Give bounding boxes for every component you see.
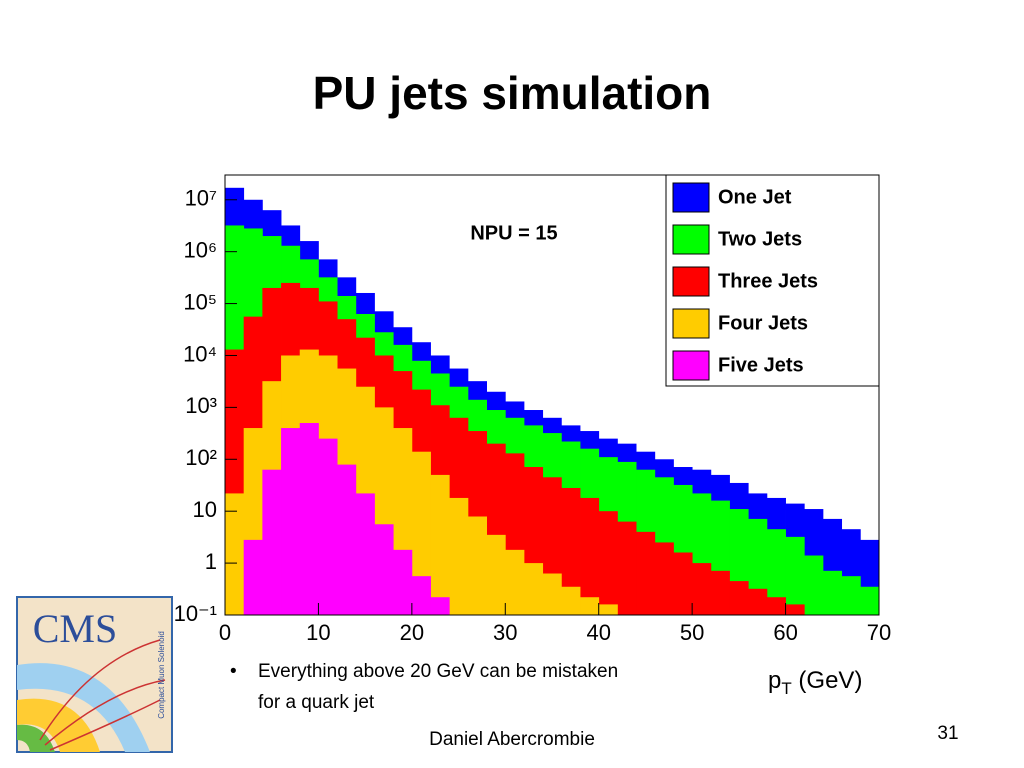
histogram-bar — [729, 581, 749, 615]
logo: CMS Compact Muon Solenoid — [16, 596, 173, 753]
histogram-bar — [785, 604, 805, 615]
histogram-bar — [636, 531, 656, 615]
histogram-bar — [654, 542, 674, 615]
plot-frame — [224, 174, 880, 616]
y-tick-label: 10⁶ — [183, 237, 217, 262]
histogram-bar — [841, 576, 861, 615]
x-label-base: p — [768, 667, 781, 694]
annotation: NPU = 15 — [470, 222, 557, 244]
x-tick-label: 20 — [400, 620, 424, 645]
page-number: 31 — [937, 723, 958, 744]
histogram-bar — [449, 497, 469, 615]
histogram-bar — [337, 464, 357, 615]
histogram-bar — [467, 516, 487, 615]
histogram-bar — [785, 536, 805, 615]
legend-swatch — [672, 182, 710, 213]
bullet-text: for a quark jet — [258, 692, 375, 713]
logo-subtext: Compact Muon Solenoid — [157, 631, 166, 719]
logo-arc — [17, 663, 150, 752]
histogram-bar — [355, 493, 375, 615]
histogram-bar — [523, 563, 544, 615]
histogram-bar — [430, 474, 450, 615]
x-tick-label: 60 — [773, 620, 797, 645]
author: Daniel Abercrombie — [429, 729, 595, 750]
histogram-bar — [225, 493, 245, 615]
histogram-bar — [542, 573, 562, 615]
y-tick-label: 10³ — [185, 393, 217, 418]
legend-label: One Jet — [718, 186, 792, 208]
legend-swatch — [672, 266, 710, 297]
x-tick-label: 30 — [493, 620, 517, 645]
histogram-bar — [673, 552, 693, 615]
x-tick-label: 10 — [306, 620, 330, 645]
histogram-bar — [411, 451, 431, 615]
logo-tracks — [39, 639, 166, 751]
histogram-bar — [243, 539, 263, 615]
y-tick-label: 10 — [193, 497, 217, 522]
legend-label: Three Jets — [718, 270, 818, 292]
y-tick-label: 10⁻¹ — [174, 601, 217, 626]
legend-label: Four Jets — [718, 312, 808, 334]
histogram-bar — [804, 555, 824, 615]
x-tick-label: 70 — [867, 620, 891, 645]
histogram-bar — [766, 529, 786, 615]
x-tick-label: 50 — [680, 620, 704, 645]
legend-label: Two Jets — [718, 228, 802, 250]
histogram-bar — [318, 438, 338, 615]
legend-swatch — [672, 308, 710, 339]
histogram-bar — [486, 534, 506, 615]
histogram-bar — [580, 497, 600, 615]
x-label-unit: (GeV) — [798, 667, 862, 694]
histogram-bar — [710, 570, 730, 615]
histogram-bar — [561, 586, 581, 615]
histogram-bar — [505, 549, 525, 615]
histogram-bar — [430, 597, 450, 615]
histogram-bar — [393, 549, 413, 615]
logo-text: CMS — [33, 606, 118, 651]
histogram-bar — [860, 586, 880, 615]
histogram-bar — [374, 524, 394, 615]
histogram-bar — [822, 570, 843, 615]
histogram-bar — [411, 576, 431, 615]
legend-swatch — [672, 224, 710, 255]
logo-arc — [17, 698, 100, 752]
plot: 10⁻¹ 1 10 10² 10³ 10⁴ 10⁵ 10⁶ 10⁷ 0 10 20 30 40 50 60 70… — [174, 174, 891, 698]
histogram-bar — [748, 588, 768, 615]
bullet-marker: • — [230, 661, 237, 682]
x-axis-label: pT (GeV) — [768, 667, 862, 698]
histogram-bar — [617, 521, 637, 615]
x-label-sub: T — [781, 679, 791, 698]
bullet-text: Everything above 20 GeV can be mistaken — [258, 661, 618, 682]
slide-title: PU jets simulation — [313, 67, 712, 119]
legend-swatch — [672, 350, 710, 381]
histogram-bar — [598, 511, 618, 615]
x-tick-label: 40 — [586, 620, 610, 645]
histogram-bar — [580, 597, 600, 615]
y-tick-label: 1 — [205, 549, 217, 574]
legend-label: Five Jets — [718, 354, 804, 376]
y-tick-label: 10⁵ — [183, 289, 217, 314]
histogram-bar — [692, 563, 712, 615]
histogram-bar — [281, 428, 301, 615]
x-tick-label: 0 — [219, 620, 231, 645]
histogram-bar — [561, 487, 581, 615]
histogram-bar — [766, 597, 786, 615]
y-tick-label: 10⁴ — [183, 341, 217, 366]
histogram-bar — [598, 604, 618, 615]
x-label-space — [792, 667, 799, 694]
y-tick-label: 10⁷ — [185, 186, 217, 211]
histogram-bar — [299, 423, 319, 615]
histogram-bar — [262, 469, 282, 615]
y-tick-label: 10² — [185, 445, 217, 470]
